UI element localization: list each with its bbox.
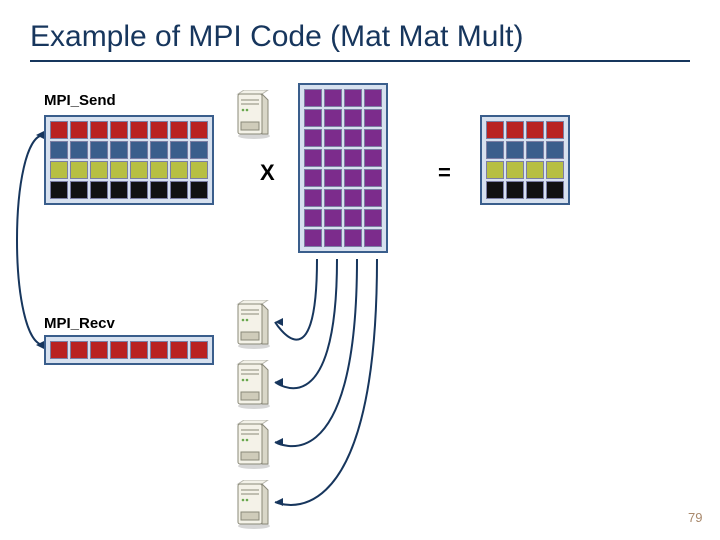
server-icon bbox=[232, 480, 272, 530]
page-number: 79 bbox=[688, 510, 702, 525]
mpi-send-label: MPI_Send bbox=[44, 92, 116, 109]
connection-curves bbox=[0, 0, 720, 540]
times-operator: X bbox=[260, 160, 275, 186]
server-icon bbox=[232, 90, 272, 140]
equals-operator: = bbox=[438, 160, 451, 186]
server-icon bbox=[232, 360, 272, 410]
server-icon bbox=[232, 300, 272, 350]
recv-row bbox=[44, 335, 214, 365]
server-icon bbox=[232, 420, 272, 470]
slide-title: Example of MPI Code (Mat Mat Mult) bbox=[30, 20, 690, 62]
matrix-b bbox=[298, 83, 388, 253]
mpi-recv-label: MPI_Recv bbox=[44, 315, 115, 332]
matrix-c bbox=[480, 115, 570, 205]
matrix-a bbox=[44, 115, 214, 205]
